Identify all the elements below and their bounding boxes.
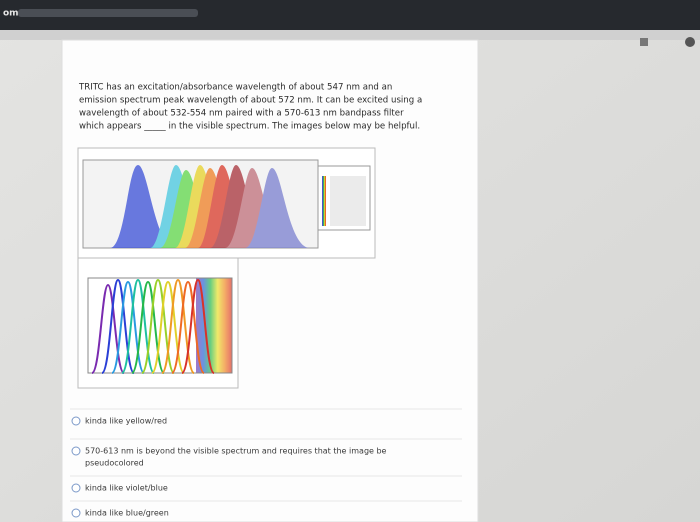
option-text[interactable]: kinda like blue/green (85, 509, 169, 518)
toolbar-shadow (0, 30, 700, 40)
option-text[interactable]: kinda like yellow/red (85, 417, 167, 426)
option-text[interactable]: 570-613 nm is beyond the visible spectru… (85, 447, 387, 456)
option-text[interactable]: pseudocolored (85, 459, 144, 468)
question-line: wavelength of about 532-554 nm paired wi… (79, 109, 404, 119)
led-chart (77, 257, 239, 389)
radio[interactable] (71, 508, 81, 518)
url-blur (18, 9, 198, 17)
question-line: which appears _____ in the visible spect… (79, 122, 420, 132)
question-line: TRITC has an excitation/absorbance wavel… (78, 83, 392, 93)
icon[interactable] (640, 38, 648, 46)
radio[interactable] (71, 483, 81, 493)
options: kinda like yellow/red 570-613 nm is beyon… (70, 408, 462, 518)
radio[interactable] (71, 416, 81, 426)
emission-chart (77, 147, 376, 259)
icon[interactable] (685, 37, 695, 47)
url: om (3, 9, 19, 19)
option-text[interactable]: kinda like violet/blue (85, 484, 168, 493)
question: TRITC has an excitation/absorbance wavel… (78, 83, 422, 132)
question-line: emission spectrum peak wavelength of abo… (79, 96, 422, 106)
radio[interactable] (71, 446, 81, 456)
